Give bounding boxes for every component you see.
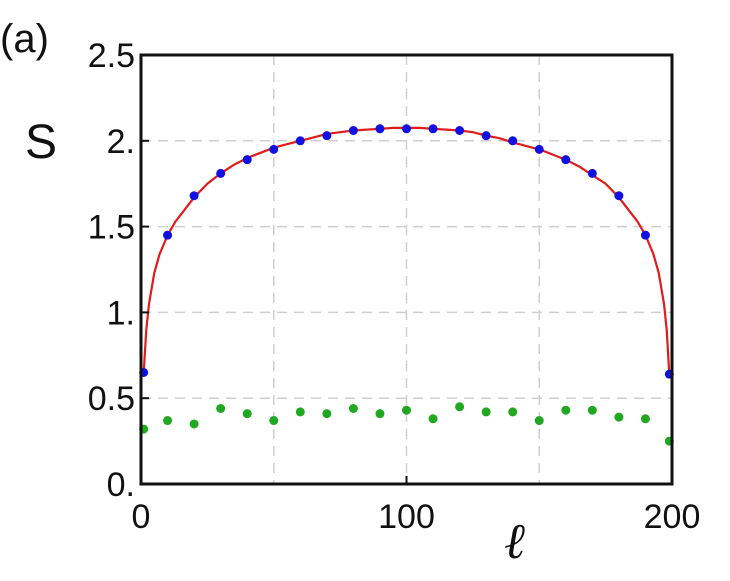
- data-point-blue: [402, 124, 411, 134]
- x-axis-label: ℓ: [505, 511, 526, 570]
- data-point-green: [508, 407, 518, 417]
- data-point-green: [322, 409, 332, 419]
- data-point-blue: [348, 126, 358, 136]
- data-point-blue: [269, 144, 279, 154]
- data-point-green: [189, 419, 199, 429]
- data-point-green: [216, 403, 226, 413]
- y-axis-label: S: [25, 116, 57, 169]
- data-point-green: [587, 405, 597, 415]
- y-tick-label: 0.: [107, 466, 135, 504]
- data-point-green: [269, 416, 279, 426]
- y-tick-label: 1.5: [88, 209, 135, 247]
- data-point-green: [348, 403, 358, 413]
- axis-ticks: 0 100 200 0. 0.5 1. 1.5 2. 2.5: [88, 37, 701, 536]
- grid: [140, 54, 673, 485]
- data-point-green: [402, 405, 411, 415]
- y-tick-label: 2.5: [88, 37, 135, 75]
- x-tick-label: 100: [378, 498, 435, 536]
- x-tick-label: 0: [132, 498, 151, 536]
- data-point-green: [163, 416, 173, 426]
- data-point-blue: [216, 168, 226, 178]
- data-point-blue: [295, 136, 305, 146]
- data-point-blue: [481, 131, 491, 141]
- data-point-blue: [163, 230, 173, 240]
- y-tick-label: 1.: [107, 294, 135, 332]
- data-point-green: [561, 405, 571, 415]
- data-point-blue: [428, 124, 438, 134]
- y-tick-label: 0.5: [88, 380, 135, 418]
- data-point-green: [640, 414, 650, 424]
- data-point-green: [614, 412, 624, 422]
- panel-label: (a): [0, 17, 49, 61]
- data-point-blue: [534, 144, 544, 154]
- data-point-blue: [614, 191, 624, 201]
- data-point-blue: [508, 136, 518, 146]
- data-point-blue: [322, 131, 332, 141]
- data-point-green: [428, 414, 438, 424]
- plot-area: [139, 124, 674, 446]
- data-point-green: [295, 407, 305, 417]
- data-point-green: [242, 409, 252, 419]
- data-point-blue: [375, 124, 385, 134]
- data-point-blue: [189, 191, 199, 201]
- data-point-green: [455, 402, 465, 412]
- data-point-green: [481, 407, 491, 417]
- data-point-green: [534, 416, 544, 426]
- data-point-blue: [587, 168, 597, 178]
- data-point-blue: [242, 155, 252, 165]
- data-point-blue: [455, 126, 465, 136]
- data-point-blue: [561, 155, 571, 165]
- data-point-blue: [640, 230, 650, 240]
- y-tick-label: 2.: [107, 123, 135, 161]
- data-point-green: [375, 409, 385, 419]
- x-tick-label: 200: [644, 498, 701, 536]
